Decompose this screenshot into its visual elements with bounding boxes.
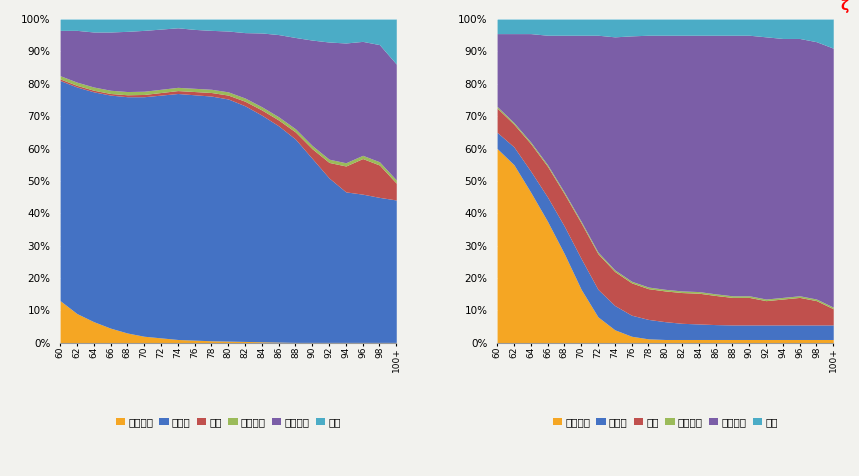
Legend: 劳动收入, 养老金, 低保, 财产收入, 家庭供养, 其他: 劳动收入, 养老金, 低保, 财产收入, 家庭供养, 其他 [112, 413, 344, 431]
Legend: 劳动收入, 养老金, 低保, 财产收入, 家庭供养, 其他: 劳动收入, 养老金, 低保, 财产收入, 家庭供养, 其他 [549, 413, 782, 431]
Text: ζ: ζ [840, 0, 848, 12]
